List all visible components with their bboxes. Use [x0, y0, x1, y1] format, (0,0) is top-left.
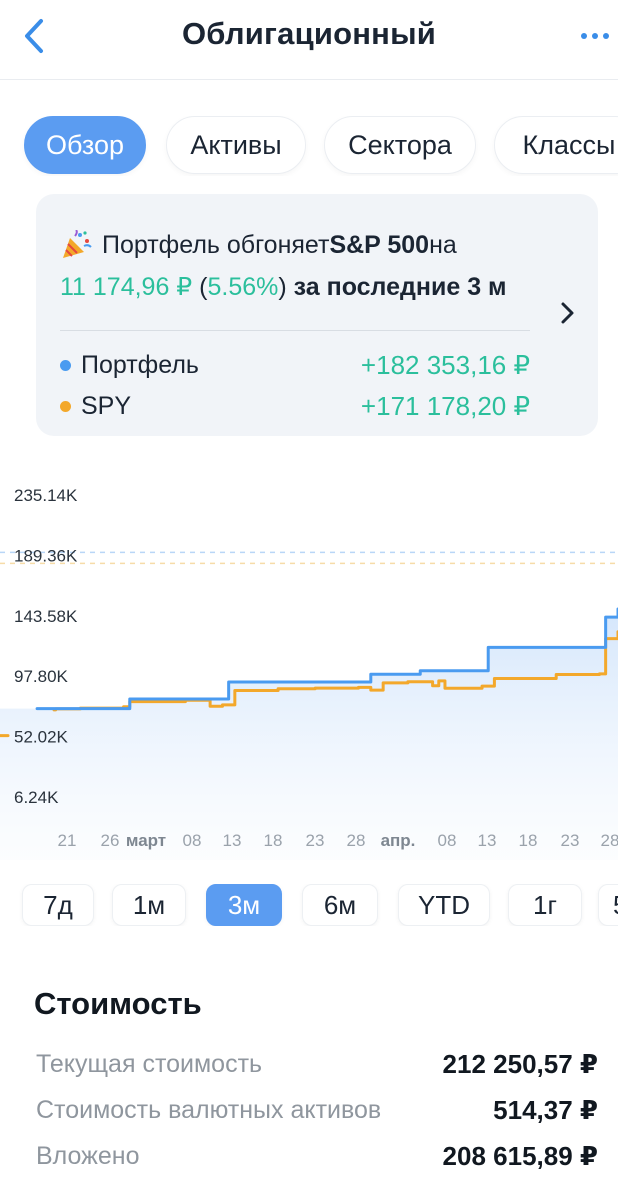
section-tabs: Обзор Активы Сектора Классы [0, 116, 618, 176]
x-tick-label: 28 [601, 831, 618, 850]
x-tick-label: 08 [183, 831, 202, 850]
back-button[interactable] [14, 14, 54, 58]
period-text: за последние 3 м [286, 273, 507, 301]
y-tick-label: 189.36K [14, 546, 78, 565]
legend-value: +182 353,16 ₽ [360, 349, 530, 380]
value-amount: 514,37 ₽ [493, 1094, 598, 1125]
value-amount: 208 615,89 ₽ [442, 1140, 598, 1171]
x-tick-label: март [126, 831, 166, 850]
range-ytd[interactable]: YTD [398, 884, 490, 926]
range-6m[interactable]: 6м [302, 884, 378, 926]
more-dots-icon [581, 33, 609, 39]
party-popper-icon [63, 230, 92, 258]
x-tick-label: 21 [58, 831, 77, 850]
header-bar: Облигационный [0, 0, 618, 80]
y-tick-label: 97.80K [14, 667, 69, 686]
value-label: Текущая стоимость [36, 1049, 263, 1078]
x-tick-label: 23 [561, 831, 580, 850]
y-tick-label: 235.14K [14, 486, 78, 505]
card-divider [60, 330, 530, 331]
range-7d[interactable]: 7д [22, 884, 94, 926]
legend-spy: SPY +171 178,20 ₽ [60, 389, 530, 423]
tab-overview[interactable]: Обзор [24, 116, 146, 174]
series-line-portfolio [35, 607, 618, 711]
value-row-current: Текущая стоимость 212 250,57 ₽ [36, 1046, 598, 1082]
tab-assets[interactable]: Активы [166, 116, 306, 174]
card-subline: 11 174,96 ₽ (5.56%) за последние 3 м [60, 273, 507, 301]
range-selector: 7д 1м 3м 6м YTD 1г 5 [0, 884, 618, 926]
chart-canvas: 235.14K 189.36K 143.58K 97.80K 52.02K 6.24K 2… [0, 486, 618, 860]
value-section-title: Стоимость [34, 986, 202, 1021]
y-tick-label: 52.02K [14, 728, 69, 747]
y-tick-label: 143.58K [14, 607, 78, 626]
value-amount: 212 250,57 ₽ [442, 1048, 598, 1079]
outperformance-percent: 5.56% [207, 273, 279, 301]
portfolio-dot [60, 359, 71, 371]
performance-chart[interactable]: 235.14K 189.36K 143.58K 97.80K 52.02K 6.24K 2… [0, 470, 618, 860]
legend-value: +171 178,20 ₽ [360, 390, 530, 421]
range-3m[interactable]: 3м [206, 884, 282, 926]
x-tick-label: 18 [519, 831, 538, 850]
range-5y[interactable]: 5 [598, 884, 618, 926]
tab-sectors[interactable]: Сектора [324, 116, 476, 174]
tab-classes[interactable]: Классы [494, 116, 618, 174]
more-options-button[interactable] [578, 26, 612, 46]
page-title: Облигационный [181, 16, 437, 51]
x-tick-label: апр. [381, 831, 416, 850]
spy-dot [60, 400, 71, 412]
performance-card[interactable]: Портфель обгоняет S&P 500 на 11 174,96 ₽… [36, 194, 598, 436]
card-headline: Портфель обгоняет S&P 500 на [60, 230, 457, 260]
legend-portfolio: Портфель +182 353,16 ₽ [60, 348, 530, 382]
chevron-left-icon [25, 19, 43, 53]
y-tick-label: 6.24K [14, 788, 59, 807]
legend-label: Портфель [81, 350, 199, 379]
legend-label: SPY [81, 391, 132, 420]
value-label: Вложено [36, 1141, 140, 1170]
headline-suffix: на [429, 230, 457, 259]
chevron-right-icon [561, 302, 574, 324]
value-label: Стоимость валютных активов [36, 1095, 382, 1124]
range-1m[interactable]: 1м [112, 884, 186, 926]
x-tick-label: 18 [264, 831, 283, 850]
headline-text: Портфель обгоняет [102, 230, 330, 259]
x-tick-label: 13 [478, 831, 497, 850]
x-tick-label: 13 [223, 831, 242, 850]
x-tick-label: 26 [101, 831, 120, 850]
x-tick-label: 28 [347, 831, 366, 850]
benchmark-name: S&P 500 [329, 230, 430, 259]
x-tick-label: 08 [438, 831, 457, 850]
x-tick-label: 23 [306, 831, 325, 850]
value-row-currency: Стоимость валютных активов 514,37 ₽ [36, 1092, 598, 1128]
outperformance-amount: 11 174,96 ₽ [60, 273, 193, 301]
value-row-invested: Вложено 208 615,89 ₽ [36, 1138, 598, 1174]
range-1y[interactable]: 1г [508, 884, 582, 926]
